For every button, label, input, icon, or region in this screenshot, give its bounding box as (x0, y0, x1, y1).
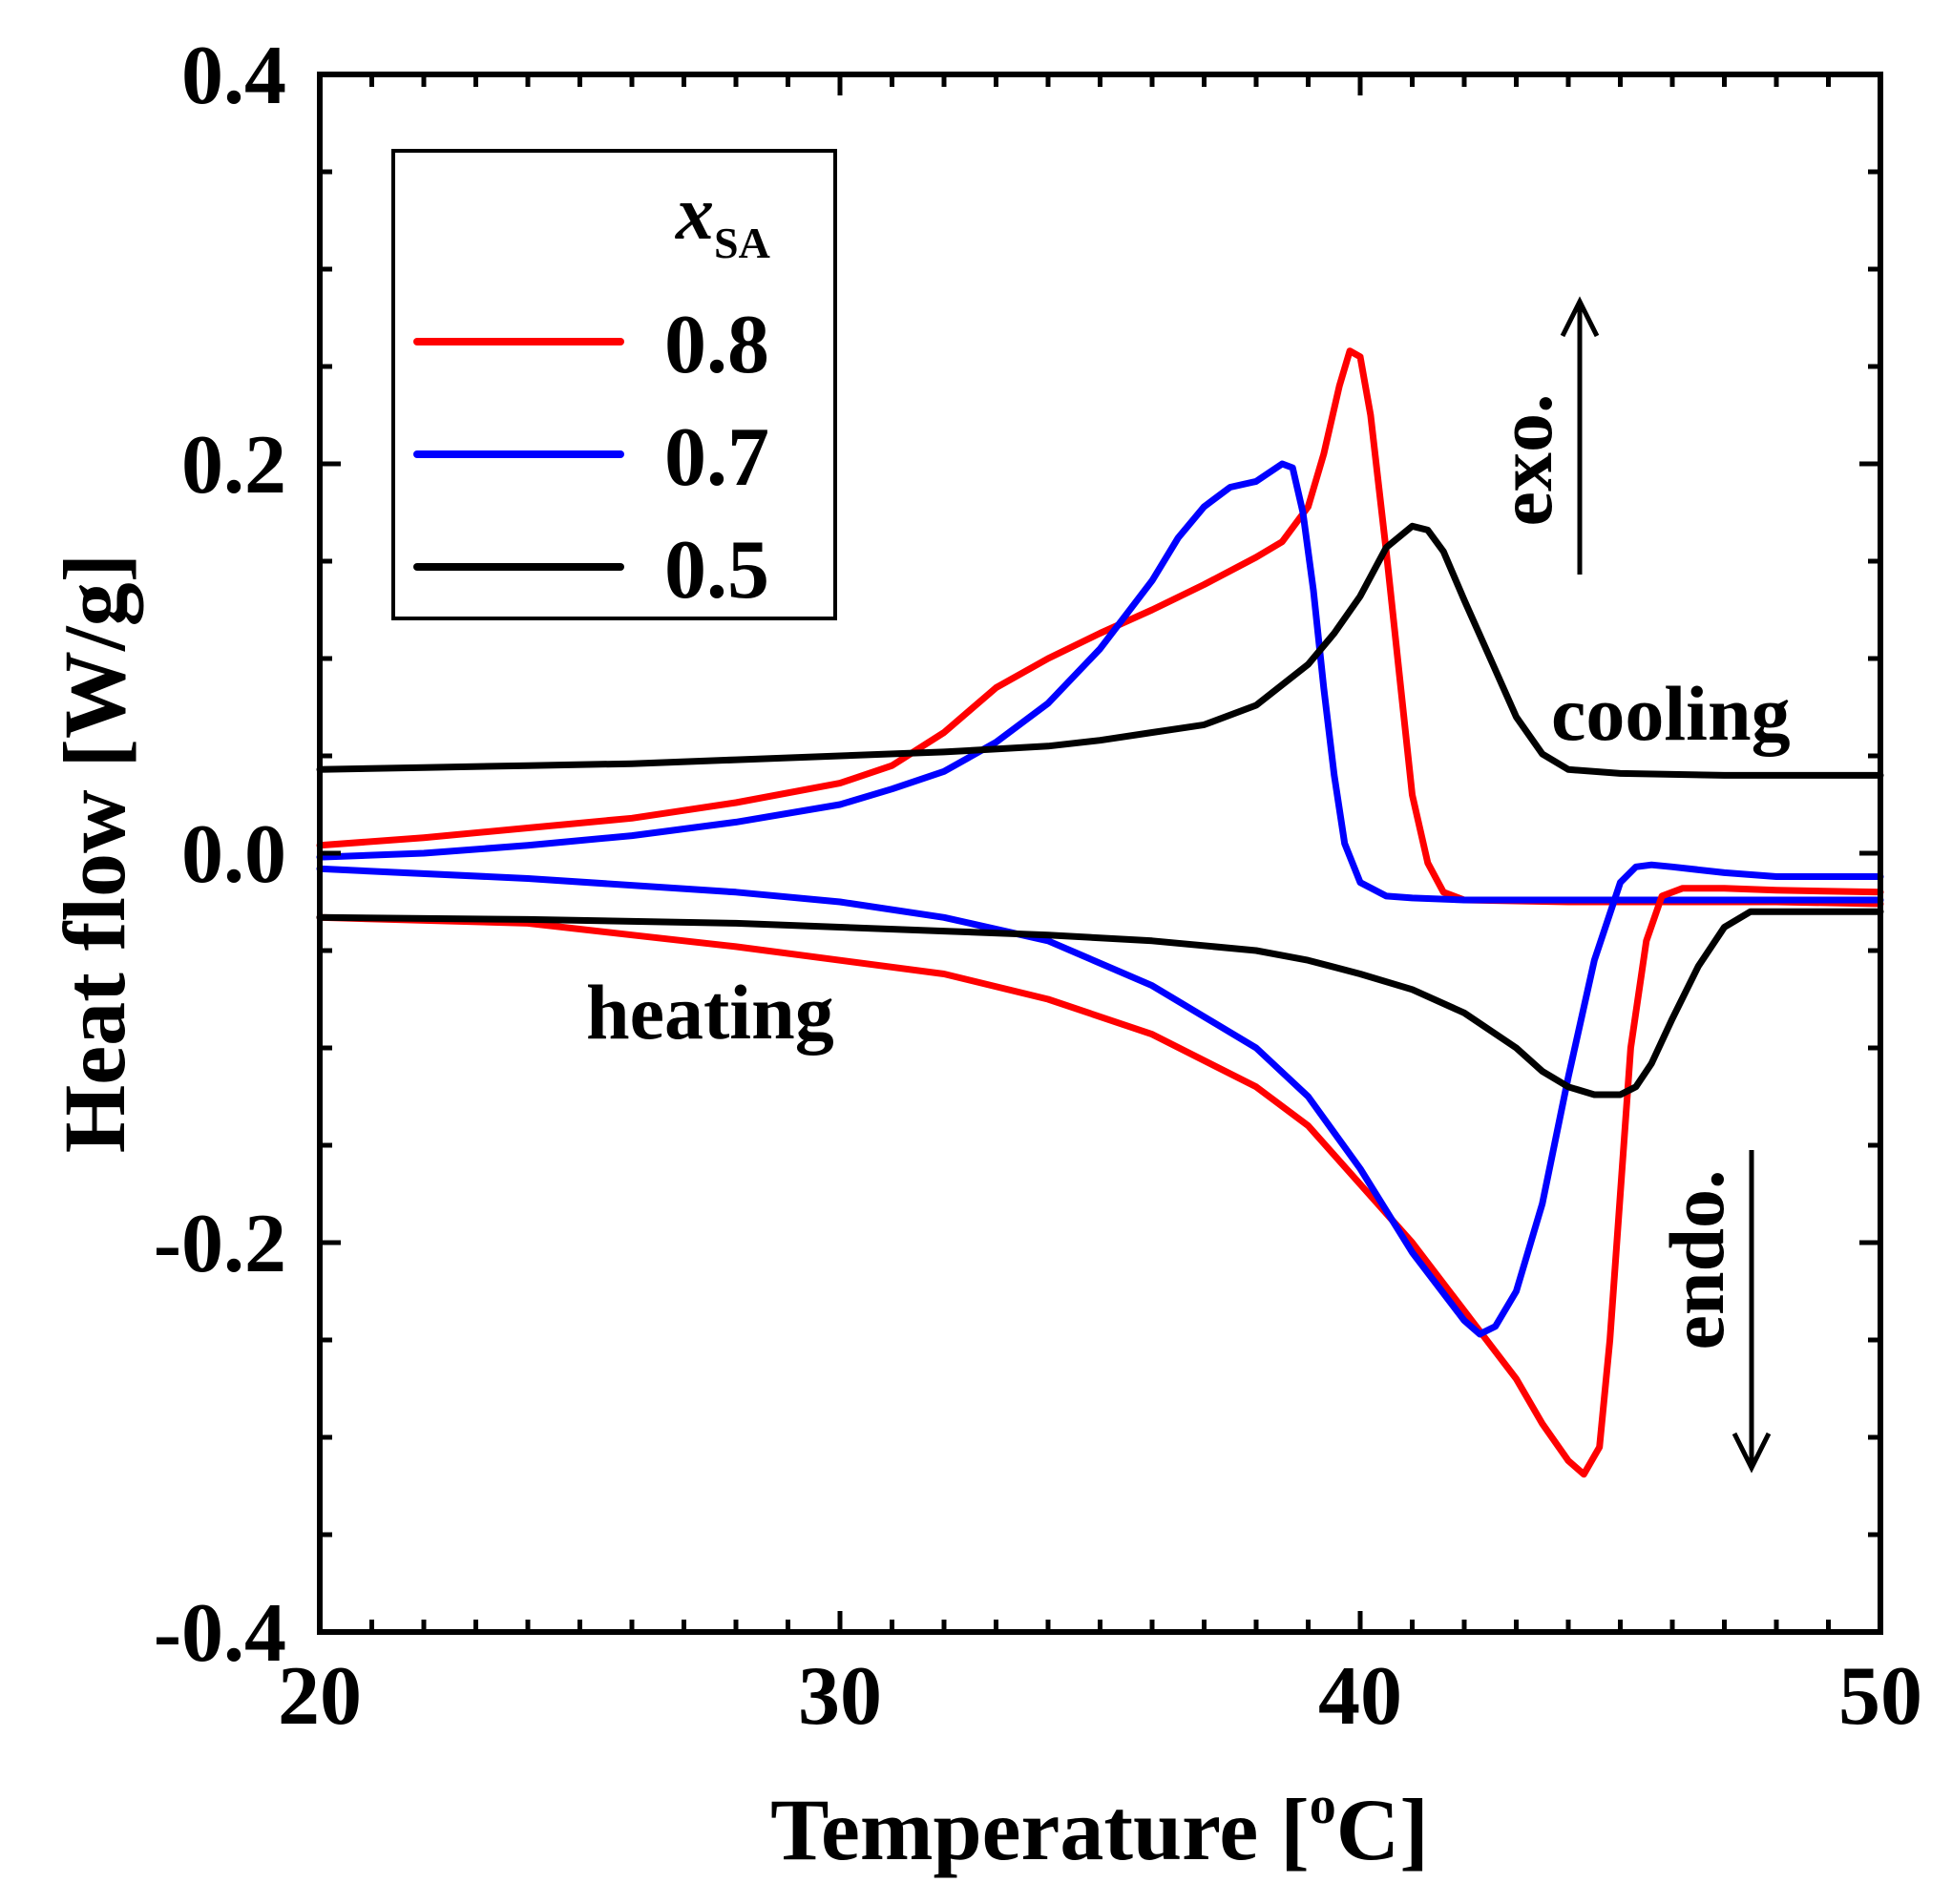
exo-arrow-icon (1560, 296, 1600, 575)
legend: xSA 0.8 0.7 0.5 (391, 149, 837, 620)
y-tick-label: -0.4 (154, 1587, 286, 1680)
legend-label-0.5: 0.5 (664, 524, 769, 617)
series-line-0.5-heating (316, 908, 1884, 1098)
series-line-0.5-cooling (316, 522, 1884, 779)
tick-label-layer: 20 30 40 50 -0.4 -0.2 0.0 0.2 0.4 (154, 30, 1922, 1743)
y-tick-label: 0.2 (181, 419, 286, 512)
y-tick-label: 0.0 (181, 808, 286, 901)
endo-arrow-icon (1732, 1150, 1772, 1474)
x-tick-label: 20 (278, 1650, 362, 1743)
series-line-0.7-cooling (316, 460, 1884, 904)
series-layer (316, 347, 1884, 1478)
series-line-0.7-heating (316, 861, 1884, 1338)
y-tick-label: -0.2 (154, 1198, 286, 1290)
x-tick-label: 30 (798, 1650, 882, 1743)
series-line-0.8-cooling (316, 347, 1884, 908)
x-axis-title-main: Temperature [ (770, 1781, 1310, 1878)
legend-title-symbol: x (675, 172, 714, 256)
x-tick-label: 40 (1318, 1650, 1402, 1743)
legend-label-0.7: 0.7 (664, 411, 769, 504)
legend-label-0.8: 0.8 (664, 299, 769, 391)
tick-layer (317, 72, 1883, 1635)
x-tick-label: 50 (1838, 1650, 1922, 1743)
endo-label: endo. (1653, 1169, 1740, 1350)
series-line-0.8-heating (316, 885, 1884, 1478)
x-axis-title-unit: C] (1336, 1781, 1429, 1878)
legend-title: xSA (675, 172, 770, 267)
heating-label: heating (586, 969, 834, 1056)
x-axis-title: Temperature [oC] (770, 1776, 1429, 1878)
y-axis-title: Heat flow [W/g] (46, 554, 143, 1154)
x-axis-title-degree: o (1310, 1776, 1336, 1835)
exo-label: exo. (1481, 394, 1568, 527)
y-tick-label: 0.4 (181, 30, 286, 122)
cooling-label: cooling (1551, 670, 1791, 757)
legend-box (391, 149, 837, 620)
legend-title-subscript: SA (714, 219, 770, 267)
